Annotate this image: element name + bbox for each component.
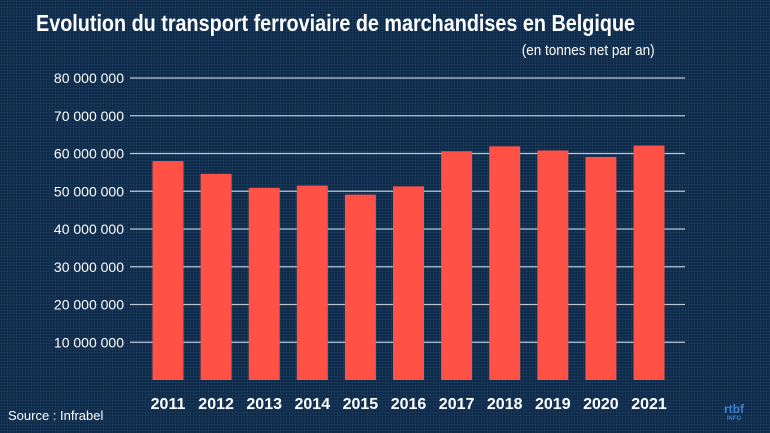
bar-2019 [537, 150, 569, 380]
x-tick-label: 2017 [439, 396, 475, 413]
bar-2021 [633, 145, 665, 380]
x-tick-label: 2013 [246, 396, 282, 413]
y-tick-label: 50 000 000 [54, 183, 124, 199]
y-tick-label: 60 000 000 [54, 146, 124, 162]
x-tick-label: 2020 [583, 396, 619, 413]
bar-2015 [344, 194, 376, 380]
y-tick-label: 70 000 000 [54, 108, 124, 124]
y-tick-label: 20 000 000 [54, 297, 124, 313]
x-tick-label: 2012 [198, 396, 234, 413]
y-tick-label: 30 000 000 [54, 259, 124, 275]
bar-2016 [393, 186, 424, 380]
y-tick-label: 40 000 000 [54, 221, 124, 237]
bar-2020 [585, 156, 617, 380]
x-tick-label: 2016 [391, 396, 427, 413]
rtbf-logo: rtbf INFO [724, 402, 744, 422]
bar-2011 [152, 161, 184, 380]
bar-2014 [296, 185, 328, 380]
chart-title: Evolution du transport ferroviaire de ma… [36, 10, 636, 36]
y-tick-label: 10 000 000 [54, 334, 124, 350]
source-note: Source : Infrabel [8, 408, 104, 423]
x-tick-label: 2011 [151, 396, 186, 413]
bar-2013 [248, 187, 280, 380]
bar-2017 [441, 151, 473, 380]
bar-2012 [200, 173, 232, 380]
x-tick-label: 2021 [631, 396, 667, 413]
bar-2018 [489, 146, 521, 380]
x-tick-label: 2015 [343, 396, 379, 413]
chart-subtitle: (en tonnes net par an) [522, 42, 655, 59]
x-tick-label: 2014 [295, 396, 331, 413]
x-tick-label: 2019 [535, 396, 571, 413]
x-tick-label: 2018 [487, 396, 523, 413]
y-tick-label: 80 000 000 [54, 70, 124, 86]
